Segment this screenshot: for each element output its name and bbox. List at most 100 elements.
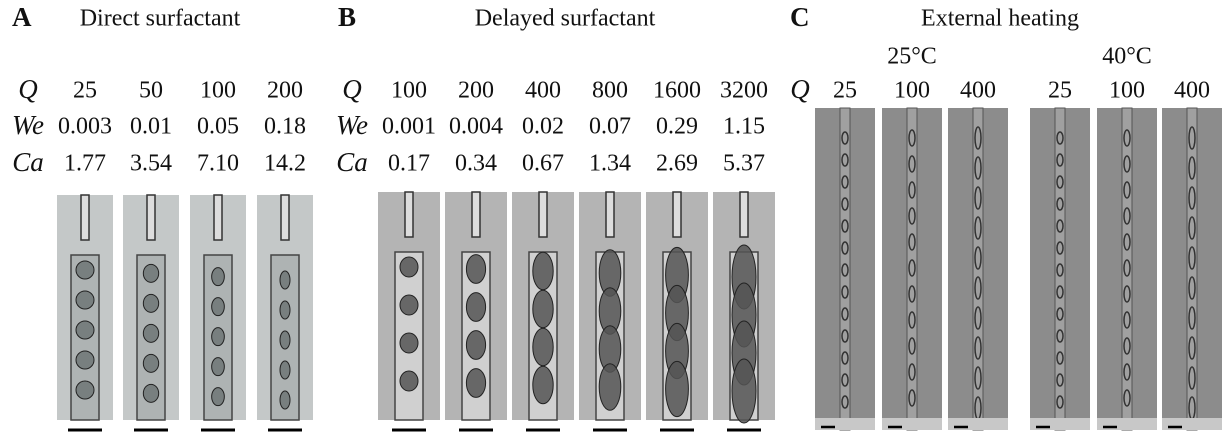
droplet xyxy=(1123,181,1131,199)
droplet xyxy=(1056,329,1064,343)
droplet xyxy=(841,285,849,299)
micrograph xyxy=(445,191,507,432)
droplet xyxy=(465,330,487,360)
droplet xyxy=(532,251,554,291)
row-value: 0.001 xyxy=(382,114,436,140)
droplet xyxy=(532,327,554,367)
droplet xyxy=(465,254,487,284)
panel-label: B xyxy=(338,2,356,32)
row-value: 7.10 xyxy=(197,151,239,177)
droplet xyxy=(1188,186,1196,210)
droplet xyxy=(142,383,160,403)
droplet xyxy=(974,216,982,240)
droplet xyxy=(465,292,487,322)
droplet xyxy=(1056,197,1064,211)
droplet xyxy=(1056,219,1064,233)
row-value: 0.004 xyxy=(449,114,503,140)
micrograph xyxy=(713,191,775,432)
row-value: 3.54 xyxy=(130,151,172,177)
droplet xyxy=(211,387,225,407)
nozzle xyxy=(538,191,548,238)
droplet xyxy=(1056,153,1064,167)
droplet xyxy=(1188,246,1196,270)
row-value: 50 xyxy=(139,78,163,104)
nozzle xyxy=(605,191,615,238)
row-value: 1600 xyxy=(653,78,701,104)
droplet xyxy=(211,327,225,347)
row-value: 0.34 xyxy=(455,151,497,177)
nozzle xyxy=(471,191,481,238)
droplet xyxy=(75,290,95,310)
droplet xyxy=(598,363,622,411)
droplet xyxy=(75,350,95,370)
row-symbol: Ca xyxy=(12,147,44,177)
droplet xyxy=(1056,307,1064,321)
row-value: 1.77 xyxy=(64,151,106,177)
droplet xyxy=(142,293,160,313)
group-label: 25°C xyxy=(887,44,937,70)
droplet xyxy=(908,363,916,381)
droplet xyxy=(211,297,225,317)
row-symbol: Q xyxy=(18,74,38,104)
droplet xyxy=(399,370,419,392)
droplet xyxy=(1188,126,1196,150)
droplet xyxy=(142,353,160,373)
droplet xyxy=(142,323,160,343)
droplet xyxy=(279,270,291,290)
droplet xyxy=(211,267,225,287)
droplet xyxy=(1056,175,1064,189)
droplet xyxy=(1188,306,1196,330)
row-value: 800 xyxy=(592,78,628,104)
droplet xyxy=(1188,156,1196,180)
droplet xyxy=(841,351,849,365)
row-value: 400 xyxy=(960,78,996,104)
droplet xyxy=(1123,155,1131,173)
panel-label: A xyxy=(12,2,32,32)
droplet xyxy=(908,233,916,251)
droplet xyxy=(974,246,982,270)
droplet xyxy=(841,219,849,233)
row-value: 3200 xyxy=(720,78,768,104)
row-value: 400 xyxy=(1174,78,1210,104)
micrograph xyxy=(1097,107,1157,431)
droplet xyxy=(399,256,419,278)
droplet xyxy=(279,390,291,410)
droplet xyxy=(908,129,916,147)
micrograph xyxy=(190,194,246,432)
micrograph xyxy=(815,107,875,431)
droplet xyxy=(665,360,689,418)
droplet xyxy=(908,285,916,303)
droplet xyxy=(974,126,982,150)
droplet xyxy=(908,259,916,277)
droplet xyxy=(1123,389,1131,407)
row-value: 25 xyxy=(833,78,857,104)
droplet xyxy=(142,263,160,283)
nozzle xyxy=(213,194,223,241)
row-value: 100 xyxy=(1109,78,1145,104)
droplet xyxy=(908,207,916,225)
row-value: 200 xyxy=(267,78,303,104)
row-value: 100 xyxy=(200,78,236,104)
droplet xyxy=(841,263,849,277)
row-value: 0.02 xyxy=(522,114,564,140)
row-value: 0.003 xyxy=(58,114,112,140)
droplet xyxy=(908,311,916,329)
row-value: 400 xyxy=(525,78,561,104)
micrograph xyxy=(257,194,313,432)
row-value: 0.05 xyxy=(197,114,239,140)
droplet xyxy=(841,175,849,189)
nozzle xyxy=(280,194,290,241)
droplet xyxy=(1188,276,1196,300)
micrograph xyxy=(579,191,641,432)
droplet xyxy=(532,365,554,405)
droplet xyxy=(532,289,554,329)
row-symbol: Ca xyxy=(336,147,368,177)
droplet xyxy=(841,329,849,343)
droplet xyxy=(908,337,916,355)
micrograph xyxy=(512,191,574,432)
droplet xyxy=(974,186,982,210)
nozzle xyxy=(672,191,682,238)
panel-label: C xyxy=(790,2,810,32)
row-value: 100 xyxy=(391,78,427,104)
